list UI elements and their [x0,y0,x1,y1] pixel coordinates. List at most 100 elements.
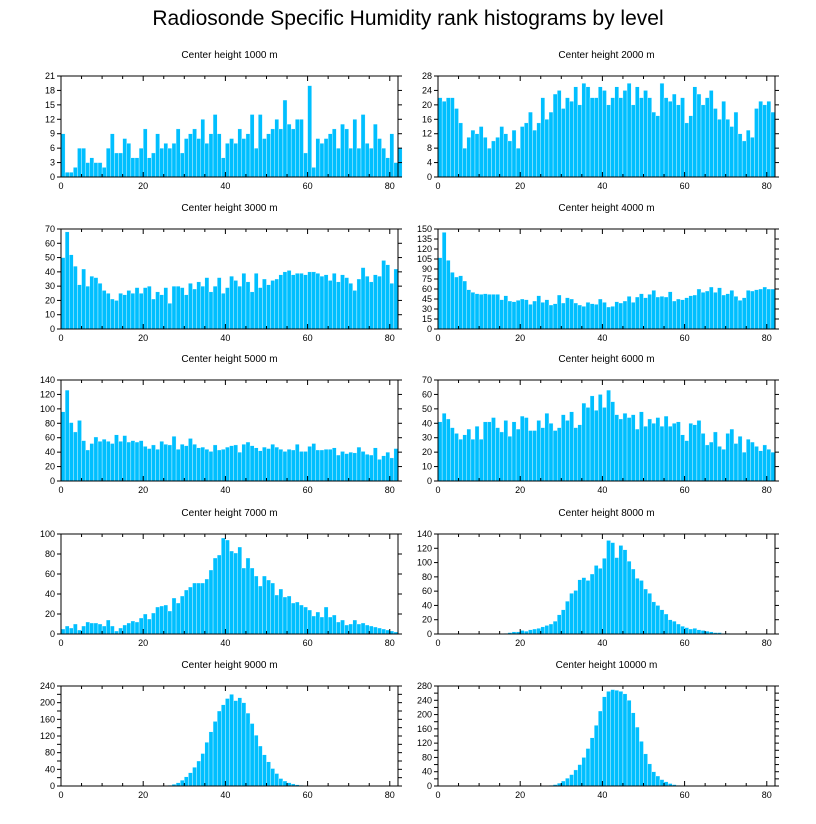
bar [684,122,689,178]
bar [85,621,90,635]
bar [618,545,624,635]
bar [495,137,500,178]
histogram-panel-5: Center height 5000 m 0 20 40 60 80 0 20 40 60 80 10… [40,354,402,495]
bar [589,395,595,482]
bar [454,433,459,482]
y-tick-label: 100 [40,404,55,414]
y-tick-label: 160 [40,714,55,724]
y-tick-label: 140 [417,529,432,539]
y-tick-label: 45 [422,294,432,304]
y-tick-label: 10 [45,310,55,320]
bar [466,428,472,482]
x-tick-label: 40 [220,333,230,343]
y-tick-label: 0 [50,781,55,791]
x-tick-label: 20 [515,790,525,800]
bar [286,449,292,482]
bar [536,295,541,330]
bar [602,558,607,635]
x-tick-label: 40 [597,485,607,495]
bar [676,298,681,330]
bar [274,773,279,787]
bar [151,152,156,178]
bar [163,287,169,330]
bar [204,578,210,635]
bar [262,278,267,330]
bar [352,119,358,178]
bar [639,411,644,482]
bar [585,748,591,787]
bar [544,413,550,482]
bar [717,287,722,330]
bar [598,298,603,330]
bar [369,281,374,330]
bars [437,389,776,482]
bar [327,616,333,635]
bar [651,423,656,482]
bar [626,296,632,330]
bar [593,410,599,482]
bar [754,108,759,178]
bar [340,123,345,178]
bar [138,293,144,330]
bar [171,285,177,330]
bar [499,299,504,330]
bar [319,275,325,330]
bar [143,613,148,635]
bar [369,454,374,482]
bar [270,280,275,330]
bar [393,268,399,330]
bar [212,285,218,330]
bar [746,129,751,178]
bar [126,143,132,178]
bar [585,86,591,178]
y-tick-label: 30 [422,433,432,443]
bar [651,601,656,635]
bar [610,401,615,482]
bar [618,302,624,330]
bar [647,593,652,635]
bar [507,300,513,330]
bar [663,97,669,178]
bar [122,435,127,482]
bar [184,445,189,482]
bar [536,122,541,178]
y-tick-label: 40 [45,447,55,457]
bar [696,420,702,482]
x-tick-label: 0 [58,333,63,343]
bar [81,147,86,178]
bar [446,97,451,178]
bar [606,306,611,330]
bar [503,133,509,178]
bar [60,411,66,482]
bar [593,565,599,635]
bar [557,427,562,482]
bar [241,273,247,330]
bar [704,97,710,178]
x-tick-label: 0 [435,181,440,191]
bar [478,294,484,330]
bar [258,745,263,787]
bar [278,128,284,178]
bar [311,271,316,330]
bar [647,97,652,178]
bar [524,417,529,482]
bar [307,609,312,635]
bar [643,297,648,330]
bar [184,138,189,178]
bar [167,147,173,178]
bar [717,119,722,178]
bar [622,300,628,330]
bar [208,569,214,635]
bar [249,291,255,330]
y-tick-label: 40 [45,764,55,774]
x-tick-label: 40 [597,333,607,343]
bar [126,622,132,635]
bar [184,294,189,330]
bar [684,627,689,635]
bar [377,138,382,178]
bar [122,294,127,330]
bar [385,264,390,330]
x-tick-label: 0 [435,485,440,495]
bar [270,444,275,482]
bar [540,302,546,330]
